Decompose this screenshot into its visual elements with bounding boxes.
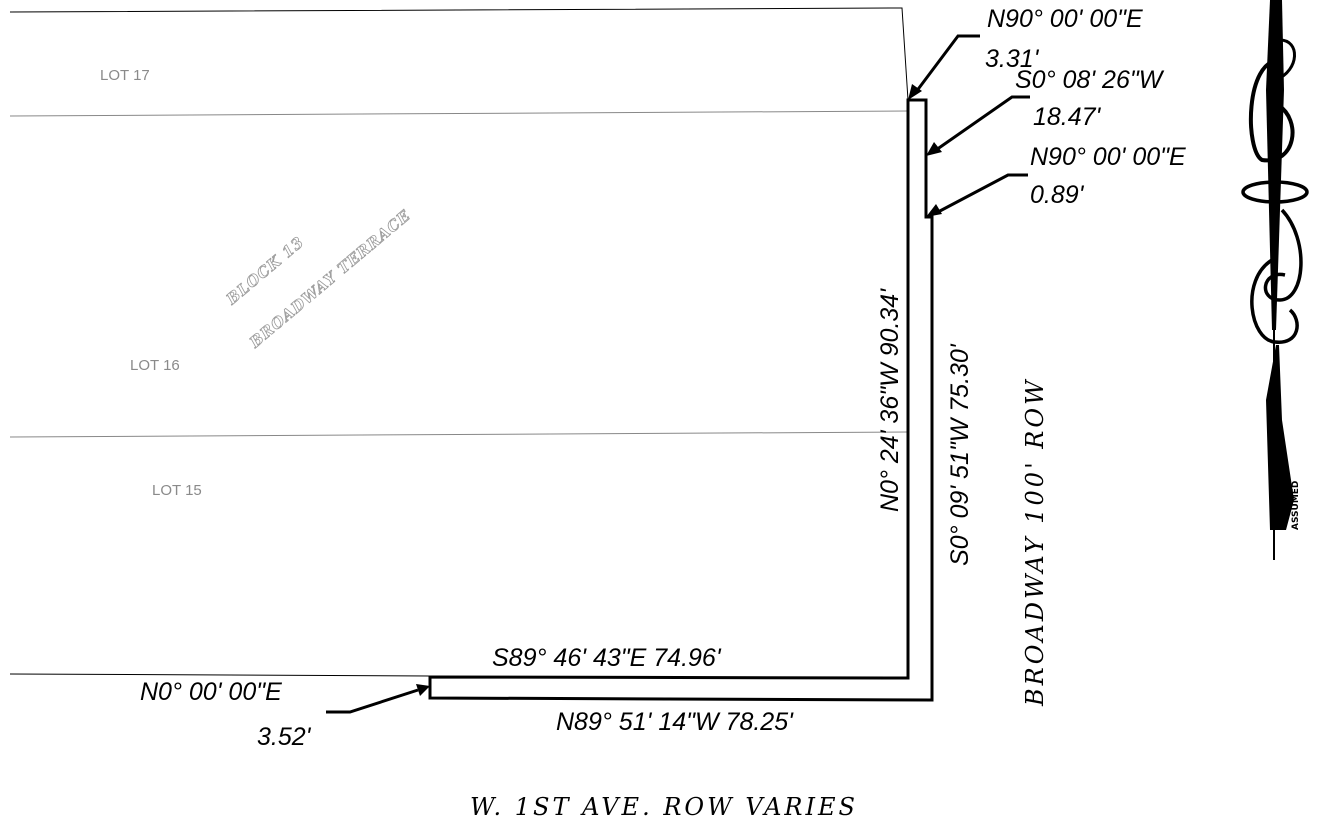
bearing-south-bottom: N89° 51' 14"W 78.25'	[556, 708, 794, 736]
bearing-east-line: S0° 09' 51"W 75.30'	[946, 343, 974, 566]
distance-n0: 3.52'	[257, 723, 312, 751]
leader-s0-0826	[935, 95, 1030, 152]
subdivision-name: BROADWAY TERRACE	[245, 206, 414, 352]
distance-n90-089: 0.89'	[1030, 181, 1085, 209]
north-arrow-top-curl	[1275, 38, 1296, 82]
north-arrow-icon: ASSUMED	[1241, 0, 1309, 560]
lot-15-label: LOT 15	[152, 482, 202, 499]
north-arrow-right-scroll	[1263, 208, 1303, 302]
bearing-top-n90: N90° 00' 00"E	[987, 5, 1143, 33]
lot-lines	[9, 7, 909, 677]
parcel-boundary	[428, 98, 934, 702]
bearing-n0: N0° 00' 00"E	[140, 678, 282, 706]
arrowhead-s0-0826	[926, 142, 942, 156]
leader-arrows	[326, 34, 1030, 714]
arrowhead-n90-089	[926, 204, 942, 217]
lot-17-north-line	[9, 7, 909, 101]
street-w1st: W. 1ST AVE. ROW VARIES	[470, 793, 858, 821]
street-broadway: BROADWAY 100' ROW	[1021, 377, 1049, 707]
block-label: BLOCK 13 BROADWAY TERRACE	[222, 206, 415, 352]
bearing-north-bottom: S89° 46' 43"E 74.96'	[492, 644, 722, 672]
distance-top-n90: 3.31'	[985, 45, 1040, 73]
lot-16-label: LOT 16	[130, 357, 180, 374]
lot-17-label: LOT 17	[100, 67, 150, 84]
lot-line-17-16	[9, 110, 909, 117]
bearing-west-line: N0° 24' 36"W 90.34'	[876, 288, 904, 512]
bearing-s0-0826: S0° 08' 26"W	[1015, 66, 1165, 94]
leader-n0	[326, 688, 419, 714]
arrowhead-n0	[416, 684, 430, 696]
leader-top-n90	[914, 34, 980, 93]
bearing-n90-089: N90° 00' 00"E	[1030, 143, 1186, 171]
north-arrow-middle-loop	[1241, 180, 1309, 204]
leader-n90-089	[937, 173, 1028, 214]
north-arrow-upper-scroll	[1248, 58, 1295, 163]
distance-s0-0826: 18.47'	[1033, 103, 1102, 131]
arrowhead-top-n90	[908, 84, 922, 100]
lot-line-16-15	[9, 431, 909, 438]
north-arrow-lower-scroll	[1250, 258, 1299, 344]
north-arrow-lower-blade	[1266, 345, 1294, 530]
north-arrow-assumed-label: ASSUMED	[1291, 481, 1301, 530]
lot-15-south-line	[9, 673, 431, 677]
